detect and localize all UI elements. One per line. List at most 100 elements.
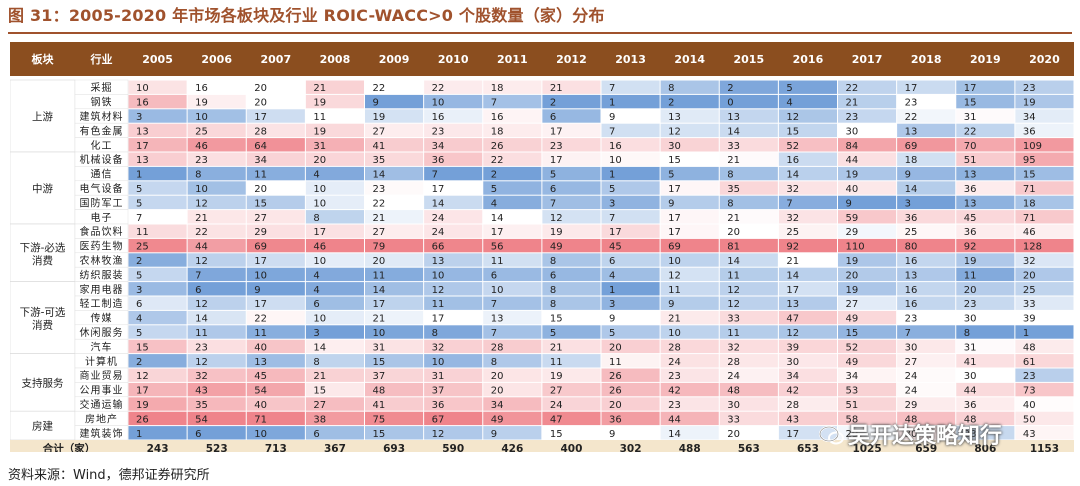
heat-cell bbox=[897, 80, 956, 94]
heat-cell bbox=[956, 382, 1015, 397]
cell-value: 15 bbox=[313, 386, 326, 397]
industry-label: 通信 bbox=[91, 169, 113, 181]
cell-value: 69 bbox=[668, 242, 681, 253]
cell-value: 20 bbox=[609, 342, 622, 353]
cell-value: 18 bbox=[491, 83, 504, 94]
heat-cell bbox=[305, 123, 364, 138]
heat-cell bbox=[246, 166, 305, 181]
cell-value: 21 bbox=[313, 83, 326, 94]
heat-cell bbox=[601, 253, 660, 267]
heat-cell bbox=[542, 397, 601, 411]
cell-value: 41 bbox=[373, 141, 386, 152]
header-industry: 行业 bbox=[90, 52, 113, 66]
heat-cell bbox=[187, 397, 246, 411]
cell-value: 28 bbox=[254, 126, 267, 137]
cell-value: 35 bbox=[195, 400, 208, 411]
cell-value: 26 bbox=[609, 371, 622, 382]
heat-cell bbox=[424, 411, 483, 426]
heat-cell bbox=[601, 354, 660, 368]
cell-value: 3 bbox=[609, 198, 615, 209]
cell-value: 69 bbox=[905, 141, 918, 152]
cell-value: 15 bbox=[786, 126, 799, 137]
heat-cell bbox=[719, 426, 778, 440]
cell-value: 70 bbox=[964, 141, 977, 152]
heat-cell bbox=[719, 109, 778, 123]
heat-cell bbox=[838, 310, 897, 325]
cell-value: 64 bbox=[254, 141, 267, 152]
heat-cell bbox=[778, 94, 837, 109]
heat-cell bbox=[778, 267, 837, 282]
cell-value: 12 bbox=[195, 198, 208, 209]
heat-cell bbox=[246, 411, 305, 426]
cell-value: 48 bbox=[727, 386, 740, 397]
cell-value: 14 bbox=[373, 170, 386, 181]
heat-cell bbox=[660, 339, 719, 354]
heat-cell bbox=[305, 325, 364, 339]
cell-value: 48 bbox=[905, 414, 918, 425]
cell-value: 30 bbox=[964, 314, 977, 325]
heat-cell bbox=[601, 426, 660, 440]
heat-cell bbox=[719, 123, 778, 138]
cell-value: 49 bbox=[846, 314, 859, 325]
cell-value: 10 bbox=[432, 98, 445, 109]
header-year: 2008 bbox=[320, 53, 351, 66]
heat-cell bbox=[601, 166, 660, 181]
cell-value: 12 bbox=[668, 270, 681, 281]
heat-cell bbox=[1015, 296, 1074, 310]
cell-value: 46 bbox=[195, 141, 208, 152]
heat-cell bbox=[424, 181, 483, 195]
cell-value: 20 bbox=[609, 400, 622, 411]
source-note: 资料来源：Wind，德邦证券研究所 bbox=[8, 468, 210, 483]
cell-value: 10 bbox=[491, 285, 504, 296]
heat-cell bbox=[956, 397, 1015, 411]
heat-cell bbox=[838, 354, 897, 368]
heat-cell bbox=[778, 368, 837, 382]
cell-value: 8 bbox=[550, 256, 556, 267]
heat-cell bbox=[424, 368, 483, 382]
cell-value: 24 bbox=[550, 400, 563, 411]
cell-value: 30 bbox=[786, 357, 799, 368]
heat-cell bbox=[128, 426, 187, 440]
heat-cell bbox=[483, 238, 542, 253]
cell-value: 9 bbox=[254, 285, 260, 296]
heat-cell bbox=[778, 195, 837, 210]
heat-cell bbox=[719, 368, 778, 382]
heat-cell bbox=[778, 382, 837, 397]
cell-value: 56 bbox=[491, 242, 504, 253]
cell-value: 17 bbox=[432, 184, 445, 195]
heat-cell bbox=[542, 195, 601, 210]
heat-cell bbox=[601, 138, 660, 152]
heat-cell bbox=[187, 267, 246, 282]
cell-value: 11 bbox=[254, 328, 267, 339]
heat-cell bbox=[424, 354, 483, 368]
industry-label: 传媒 bbox=[91, 313, 113, 325]
cell-value: 22 bbox=[195, 227, 208, 238]
heat-cell bbox=[305, 397, 364, 411]
total-value: 590 bbox=[442, 443, 464, 452]
heat-cell bbox=[660, 253, 719, 267]
heat-cell bbox=[660, 397, 719, 411]
cell-value: 29 bbox=[846, 429, 859, 440]
heat-cell bbox=[365, 109, 424, 123]
heat-cell bbox=[719, 354, 778, 368]
cell-value: 43 bbox=[195, 386, 208, 397]
cell-value: 16 bbox=[609, 141, 622, 152]
cell-value: 20 bbox=[491, 386, 504, 397]
heat-cell bbox=[542, 210, 601, 224]
cell-value: 33 bbox=[727, 141, 740, 152]
heat-cell bbox=[542, 267, 601, 282]
heat-cell bbox=[956, 152, 1015, 166]
cell-value: 22 bbox=[905, 112, 918, 123]
cell-value: 24 bbox=[727, 371, 740, 382]
heat-cell bbox=[897, 411, 956, 426]
cell-value: 32 bbox=[195, 371, 208, 382]
sector-label: 消费 bbox=[32, 319, 53, 332]
cell-value: 20 bbox=[254, 98, 267, 109]
cell-value: 20 bbox=[254, 184, 267, 195]
cell-value: 13 bbox=[964, 198, 977, 209]
heat-cell bbox=[483, 109, 542, 123]
heat-cell bbox=[365, 195, 424, 210]
sector-label: 上游 bbox=[32, 110, 53, 123]
cell-value: 9 bbox=[846, 198, 852, 209]
heat-cell bbox=[246, 368, 305, 382]
